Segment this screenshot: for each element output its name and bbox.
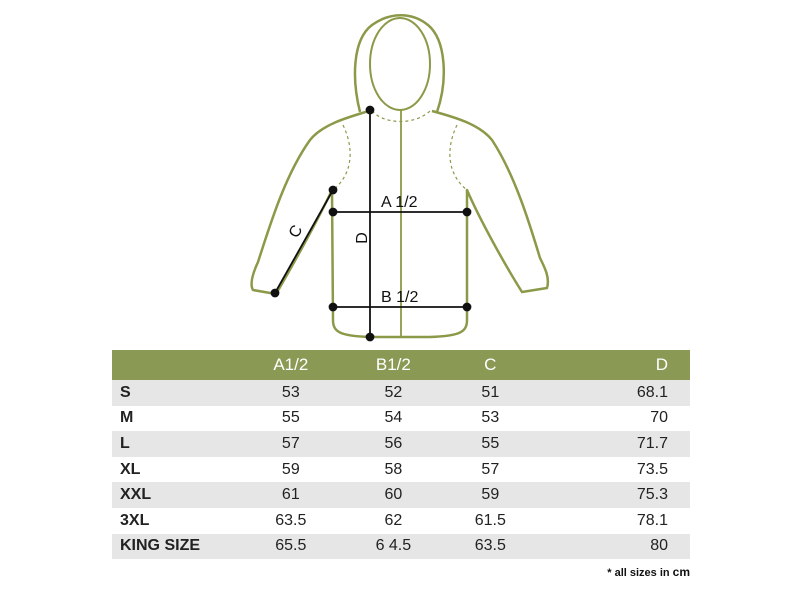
cell-size: XL — [120, 460, 141, 478]
cell-c: 55 — [445, 431, 536, 457]
cell-a: 57 — [240, 431, 342, 457]
label-d: D — [354, 232, 371, 244]
jacket-diagram: A 1/2 B 1/2 D C — [250, 14, 550, 342]
table-row: XL 59 58 57 73.5 — [112, 457, 690, 483]
cell-d: 73.5 — [636, 460, 668, 478]
cell-b: 54 — [384, 409, 403, 427]
cell-c: 59 — [445, 482, 536, 508]
cell-size: M — [120, 409, 134, 427]
cell-d: 80 — [535, 533, 690, 560]
label-c: C — [286, 222, 307, 241]
table-row: XXL 61 60 59 75.3 — [112, 482, 690, 508]
cell-d: 71.7 — [535, 431, 690, 457]
cell-b: 52 — [341, 380, 446, 406]
cell-a: 65.5 — [240, 533, 342, 560]
label-a: A 1/2 — [381, 194, 418, 211]
cell-c: 51 — [445, 380, 536, 406]
cell-b: 58 — [384, 460, 403, 478]
left-sleeve-body — [250, 109, 550, 339]
cell-size: S — [112, 380, 240, 406]
cell-c: 57 — [481, 460, 500, 478]
header-c: C — [445, 350, 536, 380]
footnote-text: * all sizes in — [607, 567, 673, 579]
left-armhole-seam — [332, 124, 351, 191]
cell-d: 75.3 — [535, 482, 690, 508]
right-armhole-seam — [449, 124, 468, 191]
cell-a: 61 — [240, 482, 342, 508]
table-row: 3XL 63.5 62 61.5 78.1 — [112, 508, 690, 534]
cell-size: KING SIZE — [112, 533, 240, 560]
cell-b: 6 4.5 — [341, 533, 446, 560]
cell-size: 3XL — [120, 511, 150, 529]
table-row: KING SIZE 65.5 6 4.5 63.5 80 — [112, 533, 690, 560]
hood-outline — [353, 14, 446, 113]
cell-b: 62 — [384, 511, 403, 529]
cell-d: 78.1 — [636, 511, 668, 529]
label-b: B 1/2 — [381, 289, 418, 306]
cell-b: 60 — [341, 482, 446, 508]
cell-a: 55 — [281, 409, 300, 427]
cell-c: 61.5 — [474, 511, 506, 529]
table-row: S 53 52 51 68.1 — [112, 380, 690, 406]
cell-c: 63.5 — [445, 533, 536, 560]
footnote-unit: cm — [672, 565, 690, 579]
cell-size: L — [112, 431, 240, 457]
face-opening — [369, 17, 431, 111]
cell-d: 68.1 — [535, 380, 690, 406]
cell-a: 53 — [240, 380, 342, 406]
cell-c: 53 — [481, 409, 500, 427]
size-table: A1/2 B1/2 C D S 53 52 51 68.1 M 55 54 53 70 L 57 56 5… — [112, 350, 690, 560]
cell-a: 63.5 — [275, 511, 307, 529]
cell-size: XXL — [112, 482, 240, 508]
cell-a: 59 — [281, 460, 300, 478]
header-size — [112, 350, 240, 380]
header-b: B1/2 — [341, 350, 446, 380]
table-row: M 55 54 53 70 — [112, 406, 690, 432]
footnote: * all sizes in cm — [607, 565, 690, 579]
table-header: A1/2 B1/2 C D — [112, 350, 690, 380]
header-d: D — [535, 350, 690, 380]
cell-b: 56 — [341, 431, 446, 457]
table-row: L 57 56 55 71.7 — [112, 431, 690, 457]
header-a: A1/2 — [240, 350, 342, 380]
cell-d: 70 — [650, 409, 668, 427]
